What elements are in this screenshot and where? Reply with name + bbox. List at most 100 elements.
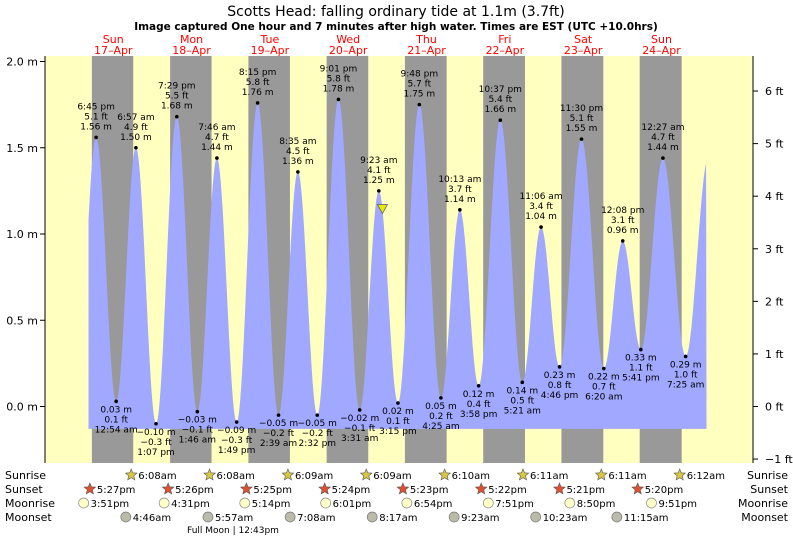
current-tide-marker [376, 204, 389, 215]
low-tide-point [234, 420, 239, 424]
day-label: Thu [415, 33, 437, 46]
sunrise-icon [124, 468, 138, 481]
high-tide-point [458, 208, 462, 212]
low-tide-point [195, 409, 200, 414]
high-tide-label: 3.7 ft [448, 185, 472, 195]
sunrise-time: 6:09am [373, 471, 411, 482]
low-tide-label: 0.02 m [382, 407, 414, 417]
low-tide-label: 0.22 m [588, 373, 620, 383]
high-tide-point [255, 101, 260, 105]
high-tide-label: 4.1 ft [367, 166, 391, 176]
right-tick-label: −1 ft [765, 453, 793, 466]
high-tide-label: 1.78 m [323, 84, 355, 94]
low-tide-label: 2:32 pm [299, 439, 337, 449]
sunrise-icon [438, 468, 452, 481]
high-tide-label: 12:27 am [641, 123, 684, 133]
high-tide-point [661, 156, 665, 160]
low-tide-label: −0.2 ft [302, 429, 334, 439]
date-label: 23–Apr [564, 44, 603, 57]
chart-subtitle: Image captured One hour and 7 minutes af… [134, 21, 658, 33]
moonrise-icon [564, 497, 576, 509]
high-tide-label: 8:15 pm [239, 68, 277, 78]
row-label-left-moonrise: Moonrise [5, 497, 55, 510]
sunset-time: 5:23pm [410, 485, 449, 496]
low-tide-label: −0.05 m [259, 419, 298, 429]
moonset-time: 8:17am [379, 513, 417, 524]
high-tide-label: 4.7 ft [651, 133, 675, 143]
day-label: Fri [498, 33, 511, 46]
sunrise-icon [203, 468, 217, 481]
low-tide-point [396, 401, 400, 405]
low-tide-label: 6:20 am [585, 393, 622, 403]
axes: 2.0 m 1.5 m 1.0 m 0.5 m 0.0 m 6 ft 5 ft 4 ft 3 f… [6, 56, 793, 467]
moonrise-time: 4:31pm [171, 499, 210, 510]
high-tide-label: 7:29 pm [158, 82, 196, 92]
low-tide-label: −0.05 m [298, 419, 337, 429]
low-tide-point [276, 413, 281, 417]
moonrise-time: 7:51pm [495, 499, 534, 510]
right-tick-label: 2 ft [765, 295, 784, 308]
high-tide-label: 1.04 m [525, 212, 557, 222]
moonrise-time: 3:51pm [91, 499, 130, 510]
low-tide-label: 0.23 m [544, 371, 576, 381]
low-tide-label: 0.5 ft [510, 396, 534, 406]
moonset-time: 9:23am [461, 513, 499, 524]
high-tide-point [296, 170, 300, 174]
high-tide-label: 3.4 ft [529, 202, 553, 212]
day-label: Sun [103, 33, 124, 46]
low-tide-label: −0.02 m [340, 414, 379, 424]
high-tide-label: 9:23 am [360, 156, 397, 166]
sunset-icon [161, 482, 175, 495]
low-tide-label: 1:07 pm [137, 448, 175, 458]
high-tide-label: 10:13 am [438, 175, 481, 185]
left-tick-label: 0.0 m [6, 401, 38, 414]
high-tide-label: 3.1 ft [611, 216, 635, 226]
date-label: 18–Apr [172, 44, 211, 57]
high-tide-label: 1.75 m [403, 90, 435, 100]
high-tide-point [620, 239, 625, 243]
low-tide-label: −0.09 m [217, 426, 256, 436]
low-tide-point [520, 380, 525, 385]
sunset-time: 5:20pm [645, 485, 684, 496]
low-tide-label: 7:25 am [667, 380, 704, 390]
high-tide-label: 4.7 ft [205, 133, 229, 143]
low-tide-label: 0.2 ft [429, 412, 453, 422]
moonset-icon [202, 511, 214, 523]
low-tide-label: 4:25 am [422, 422, 459, 432]
moonrise-icon [646, 497, 657, 509]
high-tide-label: 5.4 ft [488, 95, 512, 105]
left-tick-label: 2.0 m [6, 56, 38, 69]
right-tick-label: 6 ft [765, 85, 784, 98]
low-tide-label: 1.0 ft [674, 370, 698, 380]
high-tide-point [377, 189, 381, 193]
moonset-time: 10:23am [543, 513, 588, 524]
moonset-icon [448, 511, 460, 523]
high-tide-point [539, 225, 543, 229]
right-tick-label: 5 ft [765, 138, 784, 151]
moonset-time: 11:15am [624, 513, 669, 524]
high-tide-label: 5.1 ft [84, 112, 108, 122]
low-tide-label: 0.03 m [100, 405, 132, 415]
low-tide-label: 0.1 ft [104, 415, 128, 425]
low-tide-label: 5:41 pm [622, 374, 660, 384]
low-tide-label: −0.03 m [178, 416, 217, 426]
row-label-left-moonset: Moonset [5, 511, 52, 524]
low-tide-label: 0.12 m [463, 390, 495, 400]
low-tide-label: 0.1 ft [386, 417, 410, 427]
day-labels: Sun17–AprMon18–AprTue19–AprWed20–AprThu2… [94, 33, 681, 57]
moonset-time: 7:08am [297, 513, 335, 524]
sunrise-icon [673, 468, 687, 481]
moonset-icon [530, 511, 542, 523]
right-tick-label: 1 ft [765, 348, 784, 361]
moonrise-time: 8:50pm [577, 499, 616, 510]
high-tide-label: 0.96 m [607, 226, 639, 236]
high-tide-label: 1.55 m [566, 124, 598, 134]
low-tide-label: 0.7 ft [592, 383, 616, 393]
sunset-icon [474, 482, 488, 495]
date-label: 24–Apr [642, 44, 681, 57]
low-tide-point [602, 366, 606, 371]
low-tide-label: 3:58 pm [460, 410, 498, 420]
high-tide-label: 9:01 pm [320, 64, 358, 74]
low-tide-label: 1:46 am [179, 436, 216, 446]
